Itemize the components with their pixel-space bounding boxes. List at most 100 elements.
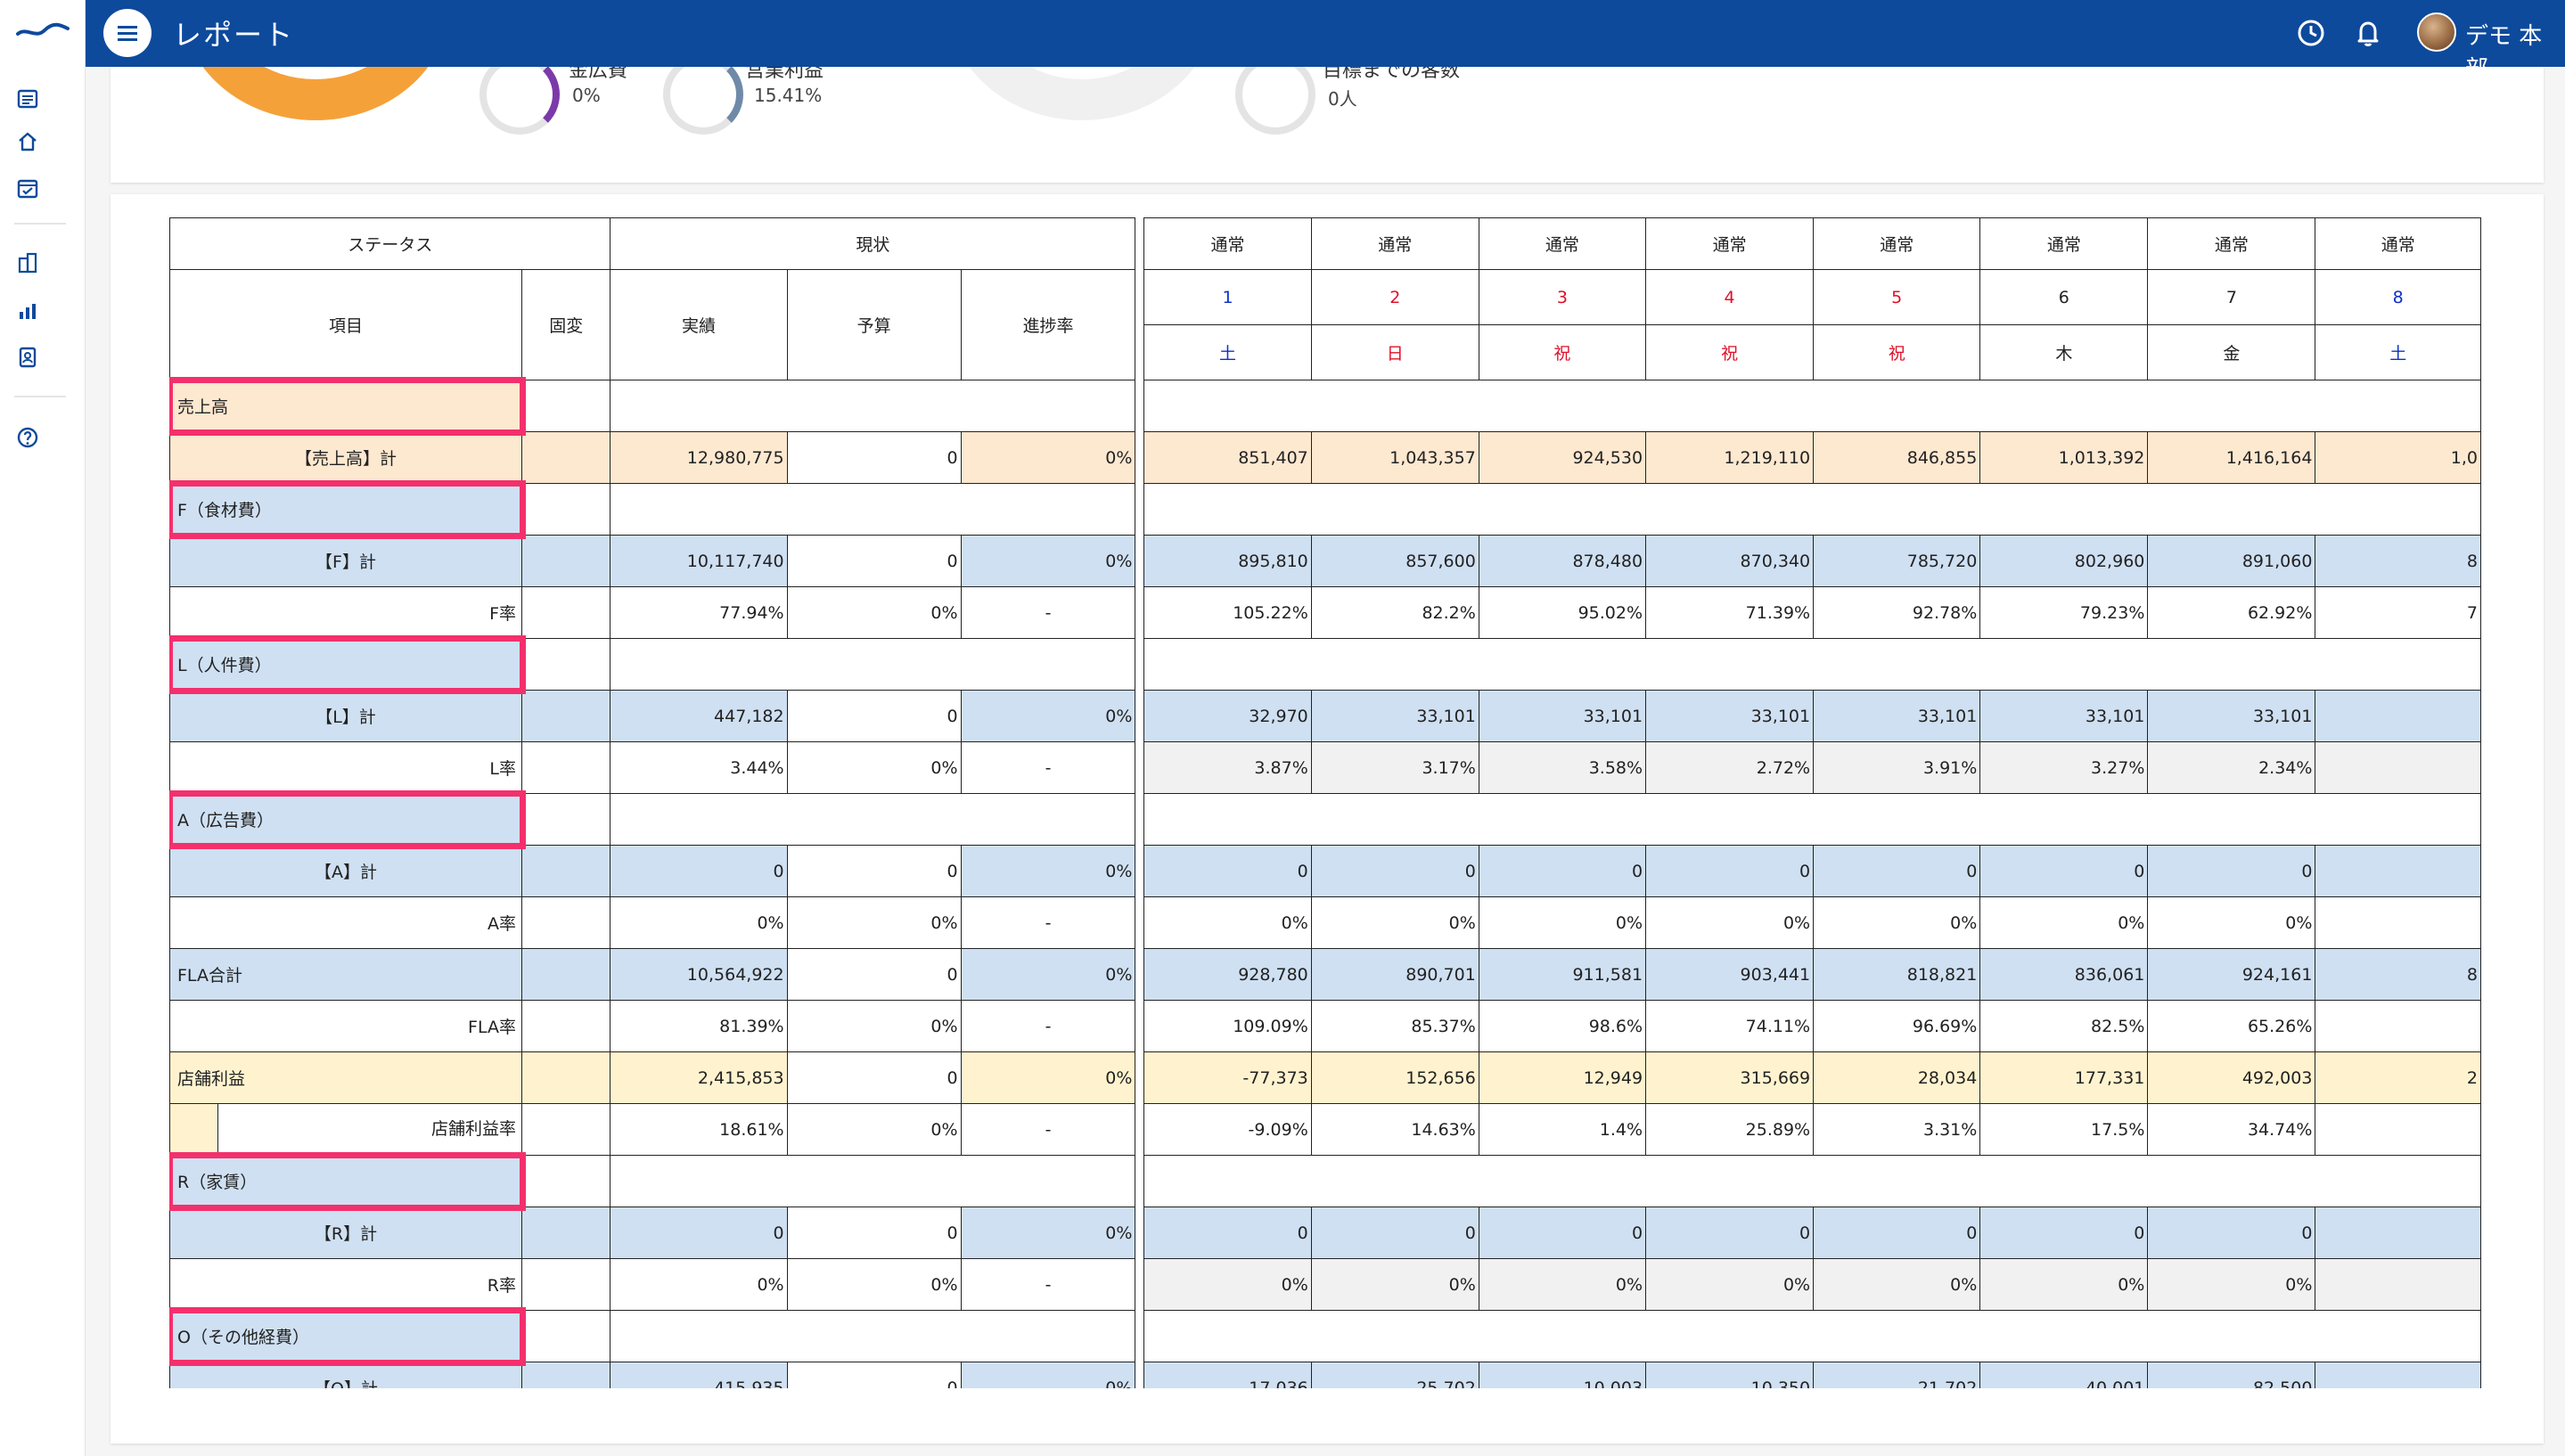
row-label: 【売上高】計 xyxy=(169,431,522,484)
day-value-cell: -77,373 xyxy=(1143,1051,1312,1104)
budget-cell[interactable]: 0 xyxy=(786,1051,962,1104)
day-number-header[interactable]: 6 xyxy=(1979,269,2149,325)
day-type-header: 通常 xyxy=(1310,217,1479,270)
actual-cell: 415,935 xyxy=(610,1362,788,1388)
day-number-header[interactable]: 2 xyxy=(1310,269,1479,325)
actual-cell: 0% xyxy=(610,1258,788,1311)
day-value-cell: 2.72% xyxy=(1645,741,1815,794)
row-label: 【A】計 xyxy=(169,845,522,897)
budget-cell[interactable]: 0% xyxy=(786,1258,962,1311)
day-value-cell: 0% xyxy=(2147,896,2316,949)
menu-button[interactable] xyxy=(103,9,152,57)
day-number-header[interactable]: 5 xyxy=(1813,269,1981,325)
day-value-cell xyxy=(2315,845,2481,897)
fixvar-cell xyxy=(520,535,611,587)
day-value-cell: 82.5% xyxy=(1979,1000,2149,1052)
empty-cell xyxy=(610,1310,1136,1362)
actual-cell: 12,980,775 xyxy=(610,431,788,484)
day-value-cell: 3.17% xyxy=(1310,741,1479,794)
actual-header: 実績 xyxy=(610,269,788,380)
fixvar-cell xyxy=(520,1155,611,1207)
column-gap xyxy=(1135,896,1145,949)
budget-cell[interactable]: 0 xyxy=(786,845,962,897)
budget-cell[interactable]: 0 xyxy=(786,1207,962,1259)
day-of-week-header: 土 xyxy=(2315,324,2481,380)
home-icon[interactable] xyxy=(12,127,43,157)
day-number-header[interactable]: 8 xyxy=(2315,269,2481,325)
day-value-cell: 1,013,392 xyxy=(1979,431,2149,484)
column-gap xyxy=(1135,845,1145,897)
day-number-header[interactable]: 1 xyxy=(1143,269,1312,325)
budget-cell[interactable]: 0 xyxy=(786,431,962,484)
id-card-icon[interactable] xyxy=(12,342,43,372)
fixvar-cell xyxy=(520,896,611,949)
budget-cell[interactable]: 0% xyxy=(786,741,962,794)
day-value-cell: 924,530 xyxy=(1478,431,1647,484)
day-of-week-header: 金 xyxy=(2147,324,2316,380)
report-table-viewport[interactable]: ステータス 現状 通常 通常 通常 通常 通常 通常 通常 通常 項目 固変 実績 予算 進捗率 1 2 3 4 5 6… xyxy=(169,217,2481,1388)
progress-cell: 0% xyxy=(960,431,1136,484)
empty-cell xyxy=(610,638,1136,691)
help-icon[interactable] xyxy=(12,422,43,453)
row-label: 店舗利益 xyxy=(169,1051,522,1104)
budget-cell[interactable]: 0 xyxy=(786,948,962,1001)
day-value-cell: 62.92% xyxy=(2147,586,2316,639)
table-row: 【A】計 0 0 0% 0 0 0 0 0 0 0 xyxy=(169,845,2481,897)
history-clock-icon[interactable] xyxy=(2294,16,2328,50)
list-icon[interactable] xyxy=(12,84,43,114)
day-of-week-header: 祝 xyxy=(1478,324,1647,380)
day-value-cell: 1,219,110 xyxy=(1645,431,1815,484)
day-number-header[interactable]: 7 xyxy=(2147,269,2316,325)
column-gap xyxy=(1135,380,1145,432)
actual-cell: 81.39% xyxy=(610,1000,788,1052)
brand-logo-icon[interactable] xyxy=(16,20,70,39)
fixvar-cell xyxy=(520,586,611,639)
column-gap xyxy=(1135,1258,1145,1311)
day-value-cell: 109.09% xyxy=(1143,1000,1312,1052)
budget-cell[interactable]: 0% xyxy=(786,1000,962,1052)
row-label: R率 xyxy=(169,1258,522,1311)
budget-cell[interactable]: 0% xyxy=(786,1103,962,1156)
day-value-cell: 0 xyxy=(2147,1207,2316,1259)
building-icon[interactable] xyxy=(12,248,43,278)
day-type-header: 通常 xyxy=(2147,217,2316,270)
day-value-cell: 0% xyxy=(1813,1258,1981,1311)
day-value-cell: 0% xyxy=(1478,1258,1647,1311)
sales-donut-chart xyxy=(182,67,449,120)
actual-cell: 0 xyxy=(610,845,788,897)
section-row: O（その他経費） xyxy=(169,1306,2481,1366)
empty-cell xyxy=(1143,1155,2481,1207)
column-gap xyxy=(1135,1000,1145,1052)
day-value-cell: 32,970 xyxy=(1143,690,1312,742)
day-number-header[interactable]: 4 xyxy=(1645,269,1815,325)
empty-cell xyxy=(1143,1310,2481,1362)
row-label: 【R】計 xyxy=(169,1207,522,1259)
day-value-cell: 857,600 xyxy=(1310,535,1479,587)
day-value-cell: 0% xyxy=(1310,896,1479,949)
day-value-cell: 92.78% xyxy=(1813,586,1981,639)
day-value-cell: 924,161 xyxy=(2147,948,2316,1001)
summary-label: 目標までの客数 xyxy=(1323,67,1461,82)
day-type-header: 通常 xyxy=(2315,217,2481,270)
day-value-cell: 85.37% xyxy=(1310,1000,1479,1052)
bar-chart-icon[interactable] xyxy=(12,296,43,326)
budget-cell[interactable]: 0 xyxy=(786,535,962,587)
day-value-cell: 8 xyxy=(2315,948,2481,1001)
header-row: 項目 固変 実績 予算 進捗率 1 2 3 4 5 6 7 8 xyxy=(169,269,2481,380)
day-value-cell: 891,060 xyxy=(2147,535,2316,587)
summary-value: 0% xyxy=(572,85,601,106)
row-label: A率 xyxy=(169,896,522,949)
section-row: A（広告費） xyxy=(169,789,2481,849)
calendar-check-icon[interactable] xyxy=(12,173,43,203)
budget-cell[interactable]: 0% xyxy=(786,586,962,639)
day-value-cell: -9.09% xyxy=(1143,1103,1312,1156)
budget-cell[interactable]: 0% xyxy=(786,896,962,949)
day-number-header[interactable]: 3 xyxy=(1478,269,1647,325)
bell-icon[interactable] xyxy=(2351,16,2385,50)
day-type-header: 通常 xyxy=(1478,217,1647,270)
budget-cell[interactable]: 0 xyxy=(786,1362,962,1388)
empty-cell xyxy=(1143,483,2481,536)
budget-cell[interactable]: 0 xyxy=(786,690,962,742)
day-value-cell: 851,407 xyxy=(1143,431,1312,484)
avatar[interactable] xyxy=(2417,12,2456,52)
